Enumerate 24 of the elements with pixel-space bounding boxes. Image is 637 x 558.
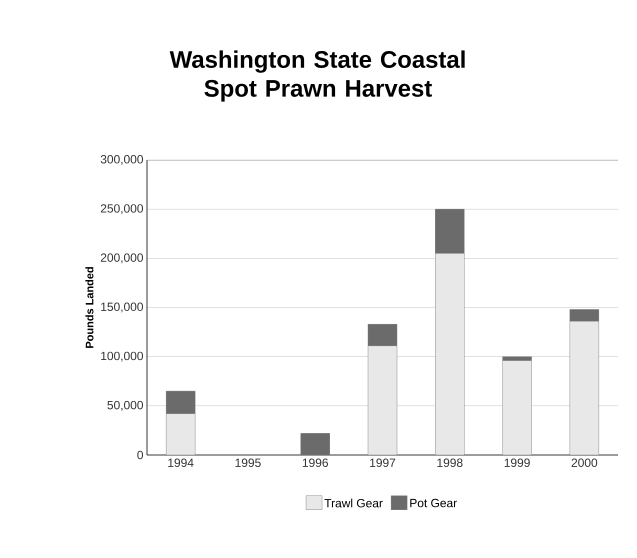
x-tick-label: 1995 (236, 458, 261, 467)
x-tick-label: 1996 (302, 458, 328, 467)
bar (502, 360, 532, 455)
y-tick-label: 200,000 (100, 253, 144, 264)
y-tick-label: 0 (137, 450, 144, 460)
x-tick-label: 1999 (504, 458, 530, 467)
x-tick-label: 1997 (370, 458, 396, 467)
chart-title: Washington State Coastal Spot Prawn Harvest (170, 50, 465, 102)
bar (368, 324, 398, 346)
x-tick-label: 1994 (168, 458, 194, 467)
legend-label: Pot Gear (410, 498, 457, 508)
y-tick-label: 250,000 (100, 204, 144, 214)
x-tick-label: 2000 (572, 458, 598, 467)
x-tick-label: 1998 (437, 458, 463, 467)
bar (435, 253, 464, 455)
y-tick-label: 100,000 (101, 352, 144, 362)
bar (570, 321, 600, 455)
bar (166, 413, 196, 455)
y-axis-title: Pounds Landed (85, 267, 94, 348)
bar (368, 346, 398, 455)
y-tick-label: 300,000 (100, 155, 144, 165)
y-tick-label: 50,000 (107, 400, 144, 411)
legend-label: Trawl Gear (324, 498, 383, 508)
y-tick-label: 150,000 (101, 302, 144, 312)
